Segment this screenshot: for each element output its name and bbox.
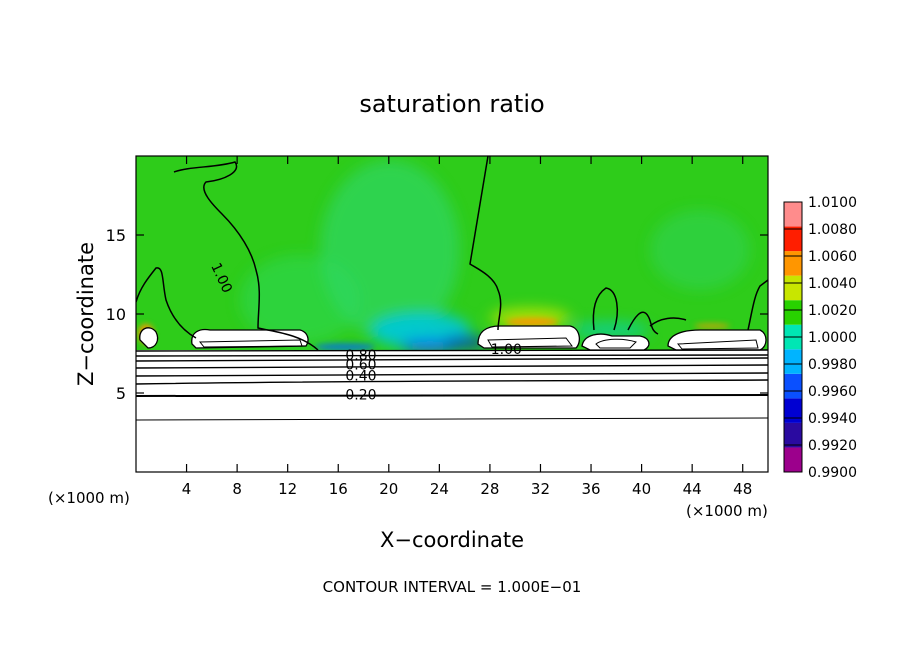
lower-region (136, 350, 768, 472)
contour-label: 1.00 (491, 342, 522, 358)
x-tick-label: 24 (430, 480, 449, 498)
y-axis: 5 10 15 (106, 226, 768, 403)
y-tick-label: 5 (116, 384, 126, 403)
x-tick-label: 40 (632, 480, 651, 498)
patch-inner-contours (198, 337, 759, 350)
x-tick-label: 12 (278, 480, 297, 498)
x-axis: 4 8 12 16 20 24 28 32 36 40 44 48 (182, 156, 752, 498)
x-tick-label: 36 (581, 480, 600, 498)
x-tick-label: 20 (379, 480, 398, 498)
colorbar-label: 1.0100 (808, 195, 857, 211)
colorbar-segment (784, 447, 802, 472)
colorbar-label: 0.9940 (808, 411, 857, 427)
contour-1.00-lines (136, 156, 768, 351)
contour-label: 0.40 (345, 369, 376, 385)
x-tick-label: 4 (182, 480, 192, 498)
x-unit-label-right: (×1000 m) (686, 502, 768, 520)
colorbar-label: 1.0000 (808, 330, 857, 346)
chart-title: saturation ratio (359, 90, 544, 118)
y-axis-label: Z−coordinate (74, 242, 98, 386)
subsaturated-patches (139, 325, 767, 351)
y-tick-label: 10 (106, 305, 126, 324)
contour-label: 0.20 (345, 388, 376, 404)
plot-area: 1.001.000.800.600.400.20 (136, 156, 768, 472)
x-tick-label: 28 (480, 480, 499, 498)
x-tick-label: 32 (531, 480, 550, 498)
x-tick-label: 48 (733, 480, 752, 498)
colorbar-segment (784, 349, 802, 374)
x-unit-label-left: (×1000 m) (48, 489, 130, 507)
x-tick-label: 8 (232, 480, 242, 498)
x-axis-label: X−coordinate (380, 528, 524, 552)
colorbar-segment (784, 226, 802, 252)
colorbar-label: 1.0080 (808, 222, 857, 238)
colorbar: 1.0100 1.0080 1.0060 1.0040 1.0020 1.0000 0.99… (783, 195, 857, 481)
contour-label: 0.60 (345, 358, 376, 374)
colorbar-segment (784, 422, 802, 448)
colorbar-label: 0.9920 (808, 438, 857, 454)
colorbar-label: 0.9900 (808, 465, 857, 481)
colorbar-segment (784, 251, 802, 276)
field-shading (240, 160, 750, 352)
colorbar-segment (784, 202, 802, 227)
x-tick-label: 16 (329, 480, 348, 498)
y-tick-label: 15 (106, 226, 126, 245)
x-tick-label: 44 (683, 480, 702, 498)
colorbar-label: 0.9960 (808, 384, 857, 400)
colorbar-label: 0.9980 (808, 357, 857, 373)
colorbar-label: 1.0040 (808, 276, 857, 292)
colorbar-label: 1.0060 (808, 249, 857, 265)
colorbar-segment (784, 373, 802, 399)
colorbar-segment (784, 300, 802, 325)
contour-label: 0.80 (345, 348, 376, 364)
contour-interval-footer: CONTOUR INTERVAL = 1.000E−01 (323, 578, 582, 596)
colorbar-label: 1.0020 (808, 303, 857, 319)
colorbar-segment (784, 398, 802, 423)
colorbar-segment (784, 275, 802, 301)
